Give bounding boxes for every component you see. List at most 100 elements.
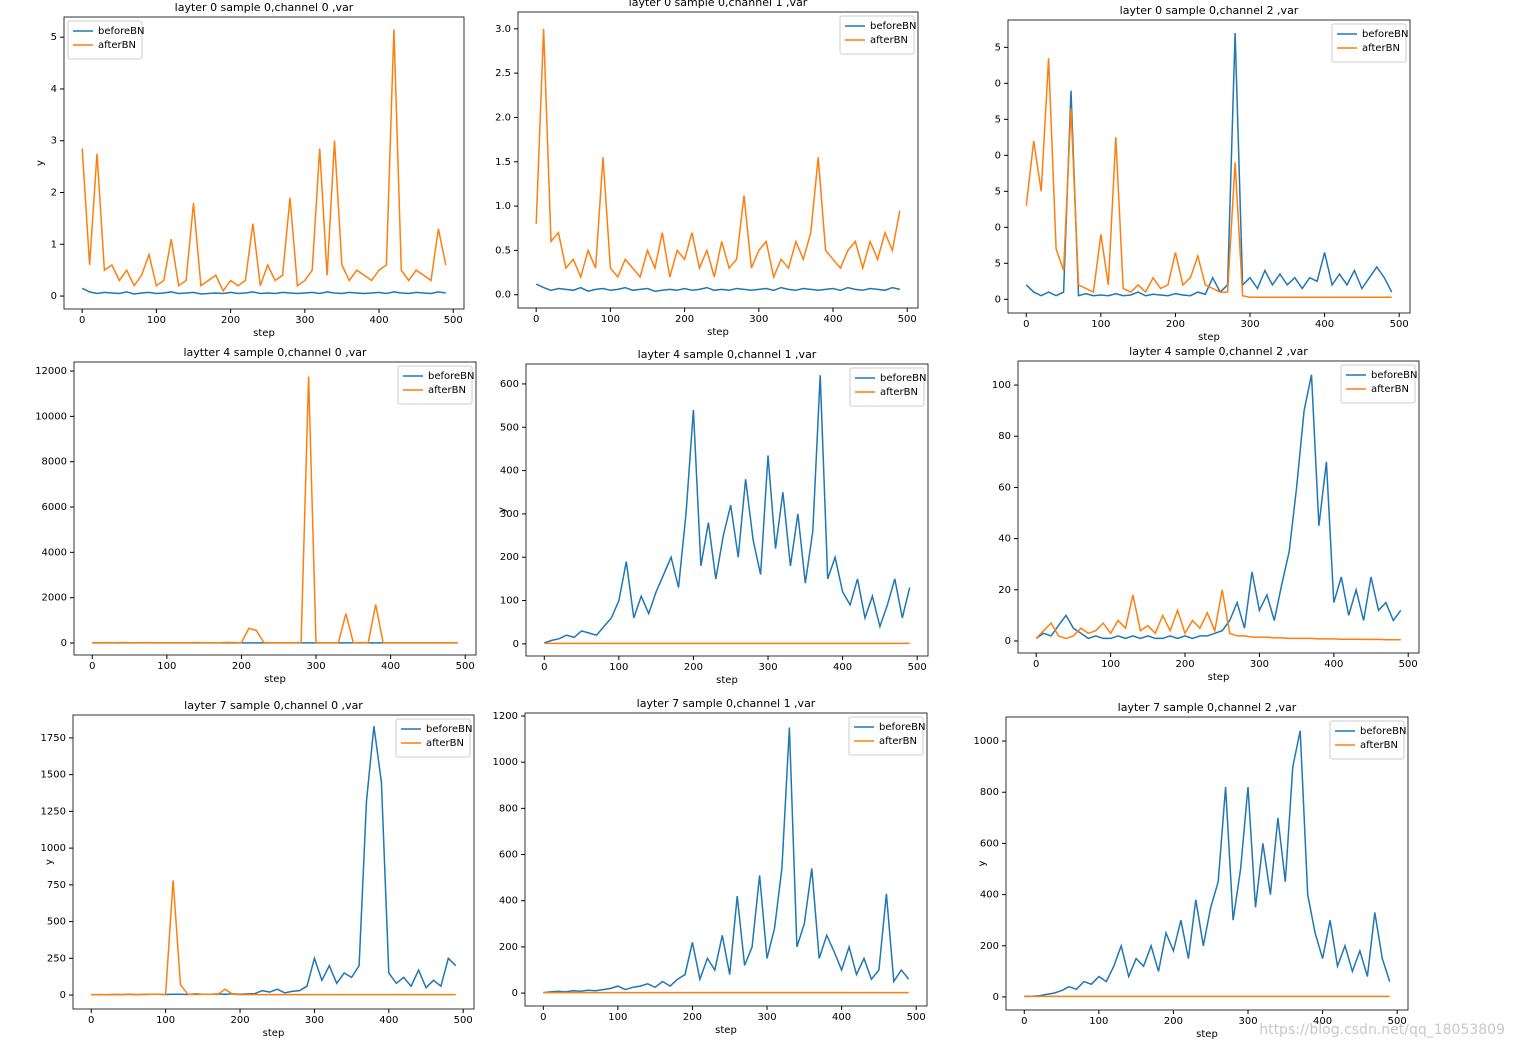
x-tick-label: 200 <box>230 1015 249 1026</box>
x-tick-label: 100 <box>147 315 166 326</box>
legend-label: afterBN <box>870 35 908 46</box>
y-tick-label: 0 <box>995 222 1001 233</box>
y-tick-label: 4 <box>51 84 57 95</box>
y-tick-label: 1.5 <box>495 157 511 168</box>
series-line <box>91 726 457 996</box>
y-tick-label: 2.5 <box>495 68 511 79</box>
legend: beforeBN afterBN <box>849 367 927 407</box>
x-tick-label: 0 <box>1023 319 1029 330</box>
x-tick-label: 400 <box>833 662 852 673</box>
y-tick-label: 1 <box>51 239 57 250</box>
legend-label: afterBN <box>879 736 917 747</box>
x-tick-label: 400 <box>1324 659 1343 670</box>
y-tick-label: 1250 <box>41 806 66 817</box>
chart-title: layter 7 sample 0,channel 1 ,var <box>637 697 816 710</box>
chart-title: layter 4 sample 0,channel 1 ,var <box>638 348 817 361</box>
legend-label: beforeBN <box>98 26 145 37</box>
y-tick-label: 3 <box>51 136 57 147</box>
x-axis-label: step <box>716 675 738 686</box>
x-tick-label: 0 <box>541 662 547 673</box>
y-tick-label: 800 <box>499 803 518 814</box>
y-tick-label: 1000 <box>974 736 999 747</box>
plot-area <box>91 726 457 996</box>
series-line <box>81 29 447 293</box>
x-tick-label: 100 <box>608 1012 627 1023</box>
y-tick-label: 750 <box>47 880 66 891</box>
x-tick-label: 0 <box>88 1015 94 1026</box>
x-tick-label: 0 <box>540 1012 546 1023</box>
subplot: 0 100 200 300 400 500 0 2000 4000 6000 8000 10000 12… <box>35 346 477 685</box>
legend: beforeBN afterBN <box>839 15 917 55</box>
legend-label: afterBN <box>1362 43 1400 54</box>
axes-frame <box>517 11 919 309</box>
legend: beforeBN afterBN <box>397 365 475 405</box>
x-tick-label: 300 <box>757 1012 776 1023</box>
x-tick-label: 300 <box>295 315 314 326</box>
legend-label: beforeBN <box>879 722 926 733</box>
y-tick-label: 200 <box>499 942 518 953</box>
x-tick-label: 400 <box>369 315 388 326</box>
y-tick-label: 500 <box>500 422 519 433</box>
subplot: 0 100 200 300 400 500 0 1 2 3 4 5 layter 0 sample 0,… <box>35 1 465 339</box>
y-tick-label: 5 <box>995 258 1001 269</box>
legend-label: afterBN <box>428 385 466 396</box>
y-tick-label: 20 <box>998 585 1011 596</box>
x-tick-label: 200 <box>1164 1016 1183 1027</box>
y-axis-label: y <box>497 507 508 513</box>
y-tick-label: 1000 <box>41 843 66 854</box>
axes-frame <box>72 714 475 1010</box>
y-tick-label: 0 <box>512 988 518 999</box>
x-tick-label: 0 <box>1033 659 1039 670</box>
axes-frame <box>73 361 477 656</box>
x-tick-label: 200 <box>221 315 240 326</box>
legend-label: afterBN <box>1371 384 1409 395</box>
y-tick-label: 0 <box>51 291 57 302</box>
y-tick-label: 200 <box>980 941 999 952</box>
plot-area <box>544 375 911 645</box>
legend: beforeBN afterBN <box>67 20 145 60</box>
series-line <box>91 880 456 996</box>
y-tick-label: 80 <box>998 431 1011 442</box>
legend: beforeBN afterBN <box>395 718 473 758</box>
series-line <box>1025 58 1392 298</box>
x-tick-label: 400 <box>381 661 400 672</box>
legend-label: beforeBN <box>880 373 927 384</box>
x-tick-label: 200 <box>683 1012 702 1023</box>
x-tick-label: 200 <box>684 662 703 673</box>
axes-frame <box>524 712 928 1007</box>
y-axis-label: y <box>35 160 46 166</box>
legend: beforeBN afterBN <box>848 716 926 756</box>
x-tick-label: 500 <box>898 314 917 325</box>
legend-label: beforeBN <box>1360 726 1407 737</box>
x-tick-label: 500 <box>908 662 927 673</box>
plot-area <box>543 727 910 994</box>
axes-frame <box>1017 360 1420 654</box>
legend-label: beforeBN <box>428 371 475 382</box>
legend-label: afterBN <box>1360 740 1398 751</box>
x-tick-label: 0 <box>533 314 539 325</box>
x-tick-label: 400 <box>832 1012 851 1023</box>
chart-title: layter 0 sample 0,channel 0 ,var <box>175 1 354 14</box>
x-axis-label: step <box>1208 672 1230 683</box>
axes-frame <box>63 16 465 310</box>
series-line <box>81 287 446 295</box>
plot-area <box>81 29 447 295</box>
x-tick-label: 300 <box>305 1015 324 1026</box>
x-axis-label: step <box>1198 332 1220 343</box>
y-tick-label: 2 <box>51 188 57 199</box>
x-tick-label: 500 <box>456 661 475 672</box>
y-tick-label: 0 <box>61 638 67 649</box>
x-tick-label: 500 <box>444 315 463 326</box>
series-line <box>1035 374 1402 640</box>
x-tick-label: 100 <box>609 662 628 673</box>
subplot: 0 100 200 300 400 500 0 20 40 60 80 100 layter 4 sam… <box>992 345 1420 683</box>
y-tick-label: 1750 <box>41 733 66 744</box>
y-tick-label: 800 <box>980 787 999 798</box>
x-tick-label: 500 <box>1388 1016 1407 1027</box>
legend: beforeBN afterBN <box>1340 364 1418 404</box>
x-tick-label: 300 <box>1240 319 1259 330</box>
series-line <box>544 375 911 644</box>
legend-label: afterBN <box>426 738 464 749</box>
y-tick-label: 60 <box>998 482 1011 493</box>
y-axis-label: y <box>977 860 988 866</box>
